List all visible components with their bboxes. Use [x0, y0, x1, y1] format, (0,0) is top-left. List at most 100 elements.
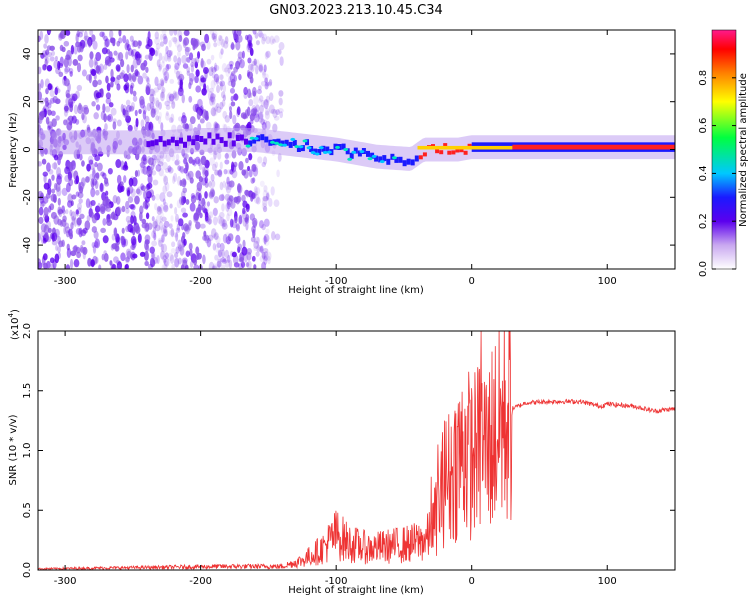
noise-speck — [258, 98, 262, 104]
noise-speck — [38, 216, 44, 225]
noise-speck — [131, 75, 137, 81]
noise-speck — [233, 161, 238, 168]
noise-speck — [184, 46, 191, 52]
noise-speck — [254, 32, 259, 39]
noise-speck — [69, 93, 76, 100]
noise-speck — [205, 121, 212, 130]
noise-speck — [253, 246, 260, 252]
noise-speck — [148, 157, 154, 166]
noise-speck — [53, 154, 59, 161]
noise-speck — [71, 93, 78, 102]
noise-speck — [255, 251, 260, 257]
noise-speck — [126, 250, 132, 260]
noise-speck — [134, 109, 138, 117]
noise-speck — [211, 189, 216, 198]
noise-speck — [197, 159, 201, 167]
noise-speck — [261, 118, 266, 129]
x-tick-label: 100 — [598, 276, 617, 287]
noise-speck — [243, 169, 249, 179]
ridge-segment — [341, 143, 346, 150]
ridge-segment — [317, 149, 322, 155]
noise-speck — [45, 49, 50, 56]
noise-speck — [208, 211, 214, 219]
noise-speck — [111, 210, 116, 220]
noise-speck — [162, 33, 167, 40]
ridge-segment — [353, 147, 358, 154]
noise-speck — [81, 69, 87, 77]
noise-speck — [190, 195, 197, 204]
ridge-segment — [264, 136, 269, 143]
noise-speck — [103, 252, 109, 262]
noise-speck — [264, 107, 270, 116]
noise-speck — [116, 119, 122, 127]
noise-speck — [216, 263, 221, 269]
noise-speck — [238, 263, 243, 269]
noise-speck — [230, 161, 235, 172]
ridge-segment — [158, 136, 163, 143]
noise-speck — [253, 185, 258, 196]
noise-speck — [278, 42, 285, 51]
noise-speck — [40, 79, 44, 89]
noise-speck — [140, 62, 146, 71]
noise-speck — [182, 153, 188, 159]
noise-speck — [178, 218, 184, 227]
noise-speck — [211, 265, 216, 269]
noise-speck — [208, 261, 215, 269]
noise-speck — [277, 108, 284, 114]
y-tick-label: -20 — [22, 189, 33, 205]
noise-speck — [145, 75, 149, 82]
noise-speck — [144, 234, 151, 243]
noise-speck — [174, 207, 178, 215]
noise-speck — [209, 30, 215, 36]
noise-speck — [247, 71, 254, 80]
noise-speck — [152, 220, 158, 229]
noise-speck — [178, 196, 185, 206]
noise-speck — [237, 30, 242, 36]
noise-speck — [147, 174, 153, 184]
noise-speck — [181, 94, 185, 104]
noise-speck — [253, 236, 260, 244]
noise-speck — [127, 220, 131, 228]
ridge-segment — [179, 137, 183, 144]
noise-speck — [256, 236, 260, 245]
noise-speck — [267, 256, 271, 265]
noise-speck — [228, 76, 232, 83]
noise-speck — [171, 36, 178, 43]
noise-speck — [123, 161, 128, 170]
noise-speck — [226, 63, 231, 70]
noise-speck — [115, 158, 122, 169]
noise-speck — [110, 243, 115, 251]
noise-speck — [220, 74, 224, 81]
noise-speck — [195, 246, 200, 255]
noise-speck — [224, 232, 231, 241]
noise-speck — [212, 207, 218, 217]
noise-speck — [190, 58, 197, 64]
noise-speck — [204, 110, 208, 121]
noise-speck — [272, 109, 278, 119]
noise-speck — [45, 192, 51, 199]
noise-speck — [116, 74, 121, 81]
ridge-segment — [223, 140, 228, 147]
noise-speck — [242, 207, 246, 215]
noise-speck — [256, 88, 262, 95]
noise-speck — [145, 44, 151, 50]
noise-speck — [49, 56, 55, 62]
ridge-segment — [675, 145, 679, 149]
ridge-segment — [239, 134, 244, 141]
noise-speck — [258, 95, 264, 102]
noise-speck — [258, 64, 263, 72]
noise-speck — [258, 32, 265, 39]
ridge-segment — [300, 145, 305, 152]
noise-speck — [190, 192, 196, 199]
ridge-highlight — [302, 139, 308, 143]
noise-speck — [270, 108, 277, 115]
noise-speck — [161, 263, 168, 269]
noise-speck — [261, 202, 268, 210]
noise-speck — [66, 118, 71, 124]
noise-speck — [132, 215, 137, 225]
noise-speck — [70, 222, 74, 230]
noise-speck — [204, 33, 210, 44]
noise-speck — [208, 191, 214, 198]
noise-speck — [188, 156, 193, 164]
noise-speck — [90, 259, 95, 268]
